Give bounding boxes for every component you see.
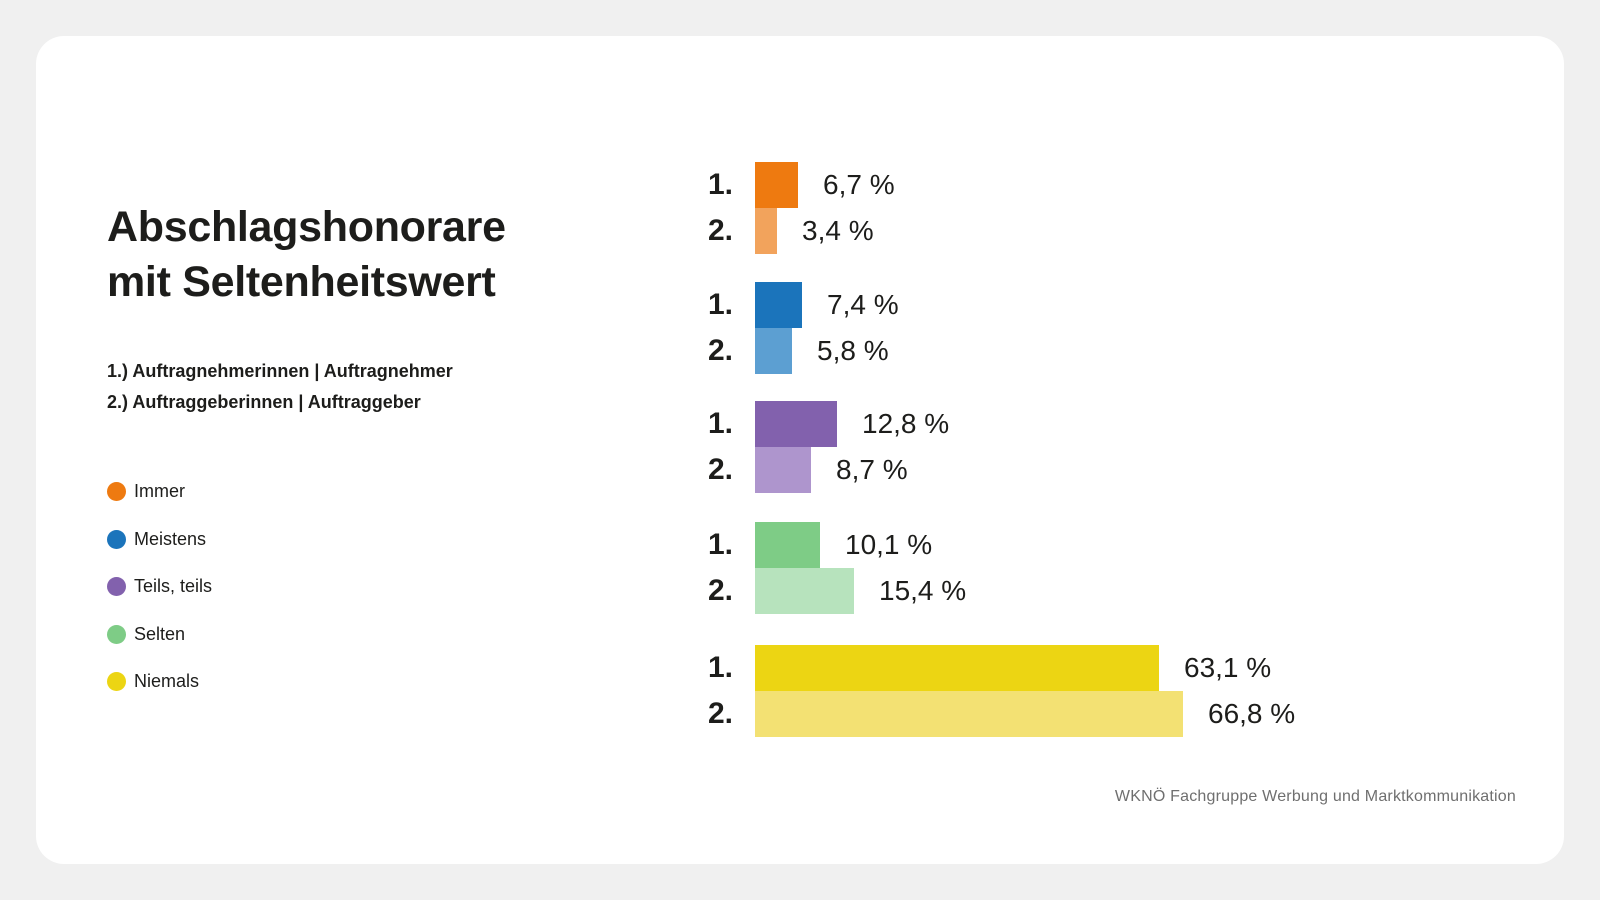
bar-row: 1. 10,1 %: [683, 522, 1543, 568]
bar-group-meistens: 1. 7,4 % 2. 5,8 %: [683, 282, 1543, 374]
bar-teils-teils-1: [755, 401, 837, 447]
bar-row-label: 2.: [707, 574, 733, 607]
bar-value-label: 6,7 %: [823, 169, 895, 200]
bar-value-label: 63,1 %: [1184, 652, 1272, 683]
bar-row: 1. 63,1 %: [683, 645, 1543, 691]
bar-row-label: 2.: [707, 214, 733, 247]
bar-row-label: 1.: [707, 407, 733, 440]
bar-row: 1. 7,4 %: [683, 282, 1543, 328]
bar-row-label: 1.: [707, 288, 733, 321]
bar-chart: 1. 6,7 % 2. 3,4 % 1. 7,4 % 2. 5,8 % 1. 12,8 % 2. 8,…: [683, 162, 1543, 782]
legend-dot-icon: [107, 482, 126, 501]
subtitle-line-1: 1.) Auftragnehmerinnen | Auftragnehmer: [107, 361, 453, 381]
bar-value-label: 12,8 %: [862, 408, 950, 439]
legend-item-selten: Selten: [107, 624, 212, 645]
legend-item-niemals: Niemals: [107, 671, 212, 692]
bar-row: 2. 8,7 %: [683, 447, 1543, 493]
legend-dot-icon: [107, 672, 126, 691]
source-credit: WKNÖ Fachgruppe Werbung und Marktkommuni…: [1114, 788, 1516, 805]
bar-row-label: 2.: [707, 334, 733, 367]
bar-immer-2: [755, 208, 777, 254]
legend-label: Immer: [134, 481, 185, 501]
legend-label: Niemals: [134, 671, 200, 691]
subtitle-line-2: 2.) Auftraggeberinnen | Auftraggeber: [107, 392, 421, 412]
legend-item-meistens: Meistens: [107, 529, 212, 550]
bar-value-label: 66,8 %: [1208, 698, 1296, 729]
bar-selten-1: [755, 522, 820, 568]
bar-value-label: 8,7 %: [836, 454, 908, 485]
chart-card: Abschlagshonorare mit Seltenheitswert 1.…: [36, 36, 1564, 864]
bar-row: 2. 3,4 %: [683, 208, 1543, 254]
chart-title: Abschlagshonorare mit Seltenheitswert: [107, 200, 506, 310]
bar-row: 1. 6,7 %: [683, 162, 1543, 208]
legend-item-immer: Immer: [107, 481, 212, 502]
legend: Immer Meistens Teils, teils Selten Niemals: [107, 481, 212, 719]
bar-value-label: 3,4 %: [802, 215, 874, 246]
legend-dot-icon: [107, 624, 126, 644]
bar-niemals-2: [755, 691, 1183, 737]
legend-dot-icon: [107, 577, 126, 596]
bar-meistens-1: [755, 282, 802, 328]
bar-meistens-2: [755, 328, 792, 374]
bar-value-label: 5,8 %: [817, 335, 889, 366]
chart-title-line-2: mit Seltenheitswert: [107, 258, 496, 306]
bar-value-label: 15,4 %: [879, 575, 967, 606]
row-label-legend: 1.) Auftragnehmerinnen | Auftragnehmer 2…: [107, 356, 453, 418]
bar-row-label: 1.: [707, 528, 733, 561]
bar-row: 2. 66,8 %: [683, 691, 1543, 737]
bar-row: 1. 12,8 %: [683, 401, 1543, 447]
bar-row-label: 1.: [707, 168, 733, 201]
bar-value-label: 7,4 %: [827, 289, 899, 320]
bar-row-label: 2.: [707, 453, 733, 486]
legend-dot-icon: [107, 529, 126, 549]
bar-value-label: 10,1 %: [845, 529, 933, 560]
chart-title-line-1: Abschlagshonorare: [107, 203, 506, 251]
bar-group-niemals: 1. 63,1 % 2. 66,8 %: [683, 645, 1543, 737]
bar-niemals-1: [755, 645, 1159, 691]
bar-teils-teils-2: [755, 447, 811, 493]
bar-row-label: 2.: [707, 697, 733, 730]
bar-row: 2. 15,4 %: [683, 568, 1543, 614]
bar-selten-2: [755, 568, 854, 614]
legend-label: Meistens: [134, 528, 207, 549]
bar-row-label: 1.: [707, 651, 733, 684]
legend-label: Selten: [134, 623, 186, 644]
legend-label: Teils, teils: [134, 576, 213, 596]
bar-group-selten: 1. 10,1 % 2. 15,4 %: [683, 522, 1543, 614]
bar-group-teils-teils: 1. 12,8 % 2. 8,7 %: [683, 401, 1543, 493]
bar-immer-1: [755, 162, 798, 208]
legend-item-teils-teils: Teils, teils: [107, 576, 212, 597]
bar-row: 2. 5,8 %: [683, 328, 1543, 374]
bar-group-immer: 1. 6,7 % 2. 3,4 %: [683, 162, 1543, 254]
